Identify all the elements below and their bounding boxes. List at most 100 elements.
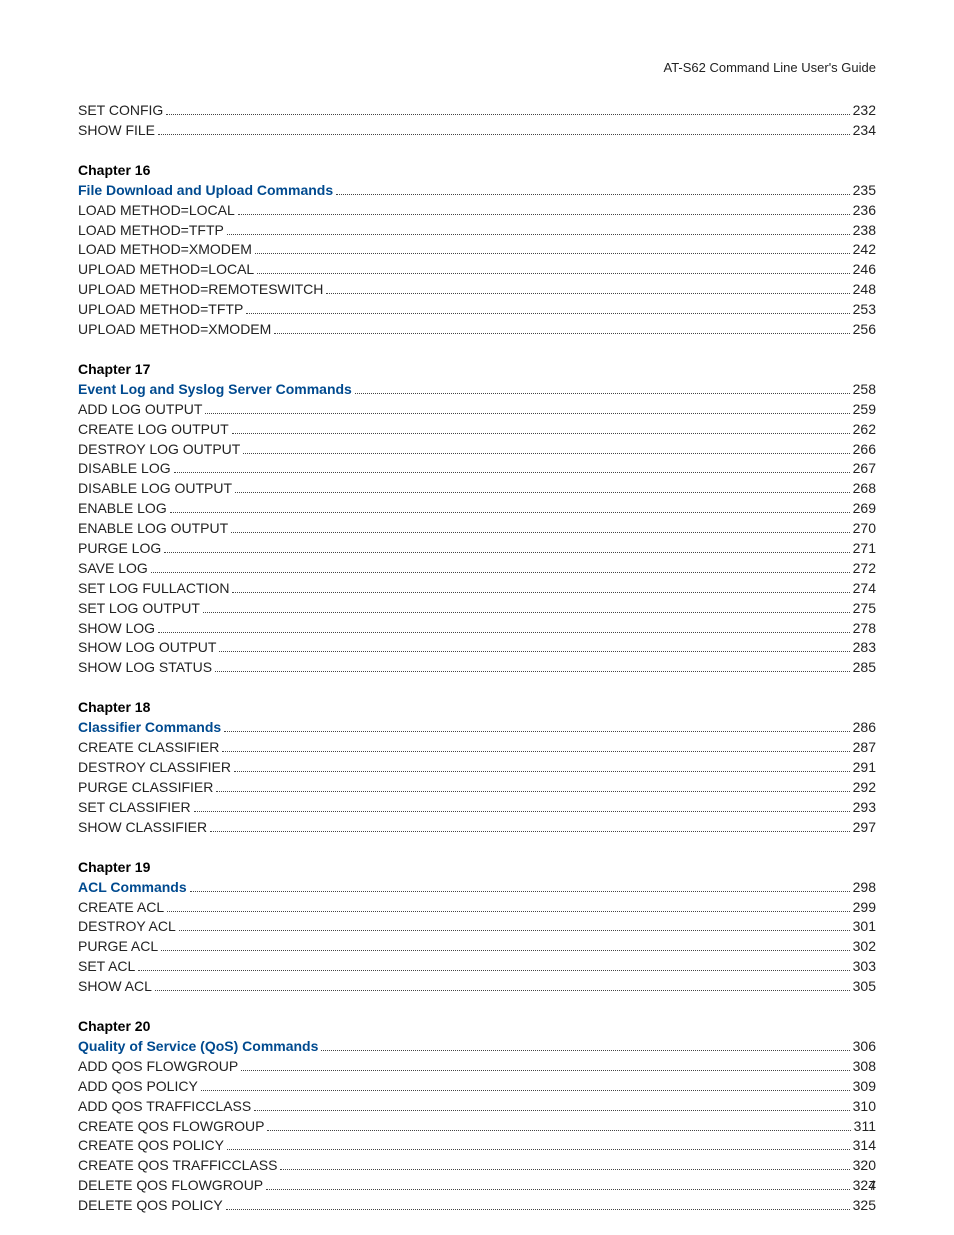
toc-entry[interactable]: PURGE ACL302 (78, 937, 876, 956)
toc-entry-label: UPLOAD METHOD=TFTP (78, 300, 243, 319)
toc-entry[interactable]: SHOW LOG OUTPUT283 (78, 638, 876, 657)
toc-leader-dots (161, 950, 850, 951)
toc-entry-label: SET CLASSIFIER (78, 798, 191, 817)
toc-entry-page: 259 (853, 400, 876, 419)
toc-leader-dots (219, 651, 849, 652)
toc-leader-dots (138, 970, 849, 971)
toc-entry[interactable]: PURGE CLASSIFIER292 (78, 778, 876, 797)
toc-entry-page: 314 (853, 1136, 876, 1155)
toc-entry[interactable]: SET CLASSIFIER293 (78, 798, 876, 817)
toc-entry[interactable]: UPLOAD METHOD=TFTP253 (78, 300, 876, 319)
toc-leader-dots (231, 532, 849, 533)
toc-entry-page: 232 (853, 101, 876, 120)
toc-leader-dots (227, 1149, 850, 1150)
toc-entry[interactable]: ADD LOG OUTPUT259 (78, 400, 876, 419)
toc-entry[interactable]: PURGE LOG271 (78, 539, 876, 558)
toc-entry-page: 234 (853, 121, 876, 140)
toc-entry[interactable]: LOAD METHOD=TFTP238 (78, 221, 876, 240)
toc-entry[interactable]: UPLOAD METHOD=XMODEM256 (78, 320, 876, 339)
toc-entry[interactable]: DESTROY CLASSIFIER291 (78, 758, 876, 777)
toc-entry-label: DELETE QOS POLICY (78, 1196, 223, 1215)
toc-entry-page: 238 (853, 221, 876, 240)
toc-entry[interactable]: DESTROY ACL301 (78, 917, 876, 936)
toc-entry[interactable]: LOAD METHOD=LOCAL236 (78, 201, 876, 220)
toc-leader-dots (326, 293, 849, 294)
toc-entry[interactable]: DISABLE LOG OUTPUT268 (78, 479, 876, 498)
toc-entry[interactable]: SHOW LOG STATUS285 (78, 658, 876, 677)
chapter-title-link[interactable]: File Download and Upload Commands 235 (78, 181, 876, 200)
toc-entry-label: SHOW FILE (78, 121, 155, 140)
chapter-title-link[interactable]: Quality of Service (QoS) Commands 306 (78, 1037, 876, 1056)
toc-entry-page: 325 (853, 1196, 876, 1215)
page-number: 7 (869, 1178, 876, 1193)
toc-entry[interactable]: CREATE QOS POLICY314 (78, 1136, 876, 1155)
toc-entry[interactable]: DELETE QOS FLOWGROUP324 (78, 1176, 876, 1195)
toc-leader-dots (158, 632, 850, 633)
toc-entry[interactable]: CREATE QOS FLOWGROUP311 (78, 1117, 876, 1136)
toc-entry[interactable]: DISABLE LOG267 (78, 459, 876, 478)
chapter-title-link[interactable]: ACL Commands 298 (78, 878, 876, 897)
toc-entry[interactable]: SET LOG FULLACTION274 (78, 579, 876, 598)
toc-entry-page: 283 (853, 638, 876, 657)
toc-entry-page: 308 (853, 1057, 876, 1076)
toc-entry-label: SHOW LOG STATUS (78, 658, 212, 677)
toc-entry-page: 270 (853, 519, 876, 538)
toc-entry[interactable]: ENABLE LOG269 (78, 499, 876, 518)
toc-entry[interactable]: DESTROY LOG OUTPUT266 (78, 440, 876, 459)
chapter-title-link[interactable]: Classifier Commands 286 (78, 718, 876, 737)
toc-entry[interactable]: ADD QOS TRAFFICCLASS310 (78, 1097, 876, 1116)
toc-leader-dots (179, 930, 850, 931)
toc-entry[interactable]: SET ACL303 (78, 957, 876, 976)
toc-entry[interactable]: SHOW FILE 234 (78, 121, 876, 140)
toc-leader-dots (190, 891, 850, 892)
toc-entry-label: SET ACL (78, 957, 135, 976)
toc-entry[interactable]: UPLOAD METHOD=LOCAL246 (78, 260, 876, 279)
toc-entry[interactable]: SHOW LOG278 (78, 619, 876, 638)
toc-entry[interactable]: CREATE CLASSIFIER287 (78, 738, 876, 757)
toc-entry-label: CREATE QOS TRAFFICCLASS (78, 1156, 277, 1175)
toc-leader-dots (232, 433, 850, 434)
toc-entry-page: 242 (853, 240, 876, 259)
toc-entry[interactable]: SHOW ACL305 (78, 977, 876, 996)
toc-entry-label: SHOW CLASSIFIER (78, 818, 207, 837)
toc-entry-page: 274 (853, 579, 876, 598)
toc-entry[interactable]: CREATE LOG OUTPUT262 (78, 420, 876, 439)
chapter-20-group: Quality of Service (QoS) Commands 306 AD… (78, 1037, 876, 1215)
toc-entry-label: DISABLE LOG OUTPUT (78, 479, 232, 498)
toc-entry[interactable]: SET LOG OUTPUT275 (78, 599, 876, 618)
toc-entry-label: UPLOAD METHOD=XMODEM (78, 320, 271, 339)
toc-entry-label: CREATE ACL (78, 898, 164, 917)
toc-entry[interactable]: DELETE QOS POLICY 325 (78, 1196, 876, 1215)
chapter-title-label: File Download and Upload Commands (78, 181, 333, 200)
toc-entry[interactable]: SAVE LOG272 (78, 559, 876, 578)
chapter-title-page: 235 (853, 181, 876, 200)
toc-entry[interactable]: CREATE QOS TRAFFICCLASS320 (78, 1156, 876, 1175)
toc-entry[interactable]: UPLOAD METHOD=REMOTESWITCH248 (78, 280, 876, 299)
toc-entry-label: ENABLE LOG OUTPUT (78, 519, 228, 538)
toc-entry-page: 299 (853, 898, 876, 917)
toc-entry-page: 309 (853, 1077, 876, 1096)
toc-leader-dots (238, 214, 850, 215)
toc-entry[interactable]: ADD QOS POLICY309 (78, 1077, 876, 1096)
toc-entry[interactable]: CREATE ACL 299 (78, 898, 876, 917)
toc-entry[interactable]: ENABLE LOG OUTPUT 270 (78, 519, 876, 538)
toc-entry-label: SHOW LOG (78, 619, 155, 638)
toc-leader-dots (321, 1050, 849, 1051)
toc-entry-label: ADD QOS TRAFFICCLASS (78, 1097, 251, 1116)
toc-leader-dots (227, 234, 850, 235)
page-container: AT-S62 Command Line User's Guide SET CON… (0, 0, 954, 1235)
chapter-title-label: Classifier Commands (78, 718, 221, 737)
toc-leader-dots (243, 453, 849, 454)
toc-entry[interactable]: SET CONFIG 232 (78, 101, 876, 120)
toc-leader-dots (155, 990, 850, 991)
toc-leader-dots (164, 552, 849, 553)
toc-entry-label: DESTROY ACL (78, 917, 176, 936)
toc-entry-page: 262 (853, 420, 876, 439)
toc-entry[interactable]: SHOW CLASSIFIER297 (78, 818, 876, 837)
toc-entry[interactable]: ADD QOS FLOWGROUP308 (78, 1057, 876, 1076)
chapter-title-link[interactable]: Event Log and Syslog Server Commands 258 (78, 380, 876, 399)
toc-entry-label: PURGE ACL (78, 937, 158, 956)
toc-entry[interactable]: LOAD METHOD=XMODEM242 (78, 240, 876, 259)
toc-entry-label: PURGE LOG (78, 539, 161, 558)
toc-leader-dots (158, 134, 850, 135)
